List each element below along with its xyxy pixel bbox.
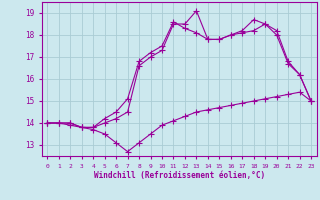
X-axis label: Windchill (Refroidissement éolien,°C): Windchill (Refroidissement éolien,°C): [94, 171, 265, 180]
